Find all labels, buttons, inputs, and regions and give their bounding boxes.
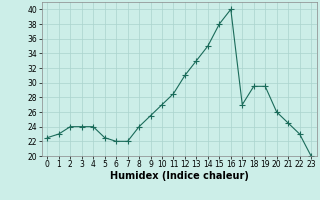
X-axis label: Humidex (Indice chaleur): Humidex (Indice chaleur): [110, 171, 249, 181]
